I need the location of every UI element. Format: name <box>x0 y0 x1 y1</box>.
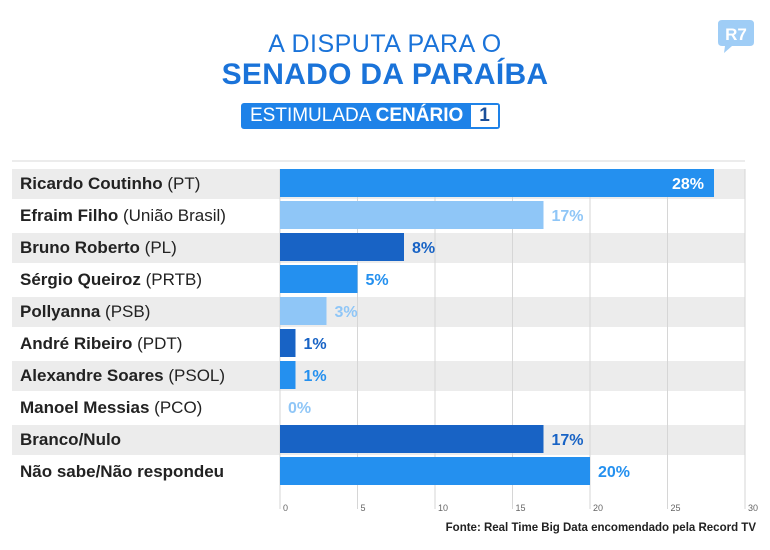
x-tick-label: 25 <box>671 503 681 513</box>
badge-label: ESTIMULADA CENÁRIO <box>241 103 472 129</box>
badge-light-text: ESTIMULADA <box>250 105 371 126</box>
value-label: 28% <box>672 176 704 193</box>
category-party: (PSOL) <box>164 366 225 385</box>
category-name: Não sabe/Não respondeu <box>20 462 224 481</box>
category-name: Bruno Roberto <box>20 238 140 257</box>
category-label: Pollyanna (PSB) <box>20 302 150 321</box>
bar <box>280 361 296 389</box>
bar <box>280 233 404 261</box>
x-tick-label: 10 <box>438 503 448 513</box>
category-name: Pollyanna <box>20 302 101 321</box>
title-line-2: SENADO DA PARAÍBA <box>221 58 549 91</box>
value-label: 17% <box>552 432 584 449</box>
category-label: Manoel Messias (PCO) <box>20 398 202 417</box>
bar <box>280 265 358 293</box>
badge-number: 1 <box>471 103 500 129</box>
value-label: 1% <box>304 368 327 385</box>
bar <box>280 201 544 229</box>
category-party: (PDT) <box>132 334 182 353</box>
category-name: Sérgio Queiroz <box>20 270 141 289</box>
bar <box>280 329 296 357</box>
bar <box>280 457 590 485</box>
category-name: Branco/Nulo <box>20 430 121 449</box>
category-name: Ricardo Coutinho <box>20 174 163 193</box>
category-name: Manoel Messias <box>20 398 149 417</box>
category-label: André Ribeiro (PDT) <box>20 334 182 353</box>
category-party: (PT) <box>163 174 201 193</box>
category-party: (PRTB) <box>141 270 202 289</box>
category-name: André Ribeiro <box>20 334 132 353</box>
logo-text: R7 <box>725 25 747 44</box>
row-shade <box>12 297 745 327</box>
category-name: Efraim Filho <box>20 206 118 225</box>
category-party: (União Brasil) <box>118 206 226 225</box>
category-name: Alexandre Soares <box>20 366 164 385</box>
category-party: (PCO) <box>149 398 202 417</box>
category-label: Branco/Nulo <box>20 430 121 449</box>
value-label: 8% <box>412 240 435 257</box>
category-label: Efraim Filho (União Brasil) <box>20 206 226 225</box>
category-label: Não sabe/Não respondeu <box>20 462 224 481</box>
value-label: 3% <box>335 304 358 321</box>
r7-logo-icon: R7 <box>718 20 754 53</box>
bar <box>280 425 544 453</box>
value-label: 0% <box>288 400 311 417</box>
value-label: 20% <box>598 464 630 481</box>
value-label: 5% <box>366 272 389 289</box>
x-tick-label: 15 <box>516 503 526 513</box>
x-tick-label: 5 <box>361 503 366 513</box>
value-label: 17% <box>552 208 584 225</box>
category-label: Ricardo Coutinho (PT) <box>20 174 200 193</box>
row-shade <box>12 361 745 391</box>
x-tick-label: 20 <box>593 503 603 513</box>
bar <box>280 169 714 197</box>
bar <box>280 297 327 325</box>
source-note: Fonte: Real Time Big Data encomendado pe… <box>445 522 756 534</box>
category-party: (PL) <box>140 238 177 257</box>
category-label: Alexandre Soares (PSOL) <box>20 366 225 385</box>
scenario-badge: ESTIMULADA CENÁRIO 1 <box>241 103 500 129</box>
bar-chart: 0 5 10 15 20 25 30 Ricardo Coutinho (PT) 28% Efra… <box>12 160 758 513</box>
badge-bold-text: CENÁRIO <box>375 105 464 126</box>
x-tick-label: 0 <box>283 503 288 513</box>
category-party: (PSB) <box>100 302 150 321</box>
category-label: Sérgio Queiroz (PRTB) <box>20 270 202 289</box>
title-line-1: A DISPUTA PARA O <box>268 30 502 58</box>
x-tick-label: 30 <box>748 503 758 513</box>
value-label: 1% <box>304 336 327 353</box>
category-label: Bruno Roberto (PL) <box>20 238 177 257</box>
